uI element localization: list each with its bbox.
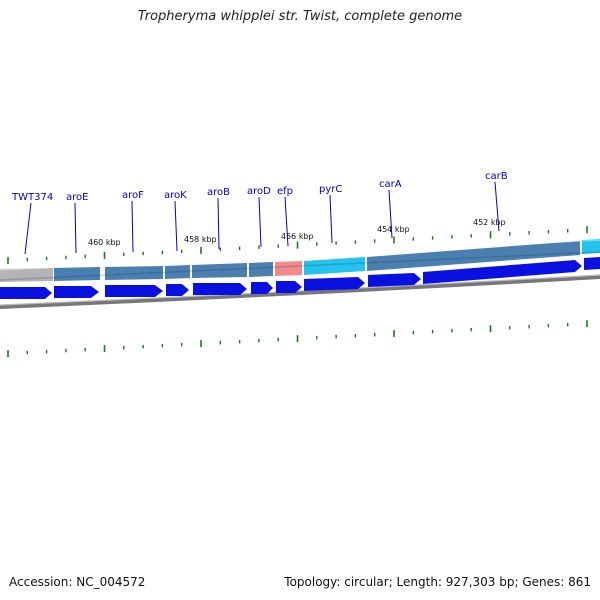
gene-label-pyrc[interactable]: pyrC: [319, 184, 342, 195]
feature-segment-arof[interactable]: [105, 266, 163, 280]
cds-arrow-arof[interactable]: [105, 285, 163, 297]
gene-label-carb-group[interactable]: carB: [485, 171, 508, 232]
gene-label-carb[interactable]: carB: [485, 171, 508, 182]
gene-leader-line: [24, 202, 32, 255]
cds-arrow-cara[interactable]: [368, 273, 421, 287]
gene-leader-line: [258, 196, 262, 248]
cds-arrow-carb[interactable]: [423, 260, 582, 284]
feature-track: [0, 239, 600, 282]
gene-label-arob[interactable]: aroB: [207, 187, 230, 198]
gene-label-arof-group[interactable]: aroF: [122, 190, 144, 253]
gene-label-cara[interactable]: carA: [379, 179, 402, 190]
feature-track-shadow: [0, 251, 600, 281]
gene-label-pyrc-group[interactable]: pyrC: [319, 184, 342, 244]
scale-label: 456 kbp: [281, 232, 314, 241]
gene-label-efp-group[interactable]: efp: [277, 186, 293, 247]
upper-tick-ruler: [7, 226, 588, 265]
genome-backbone: [0, 275, 600, 309]
scale-label: 454 kbp: [377, 225, 410, 234]
gene-leader-line: [284, 196, 289, 247]
cds-arrow-arod[interactable]: [251, 282, 273, 294]
gene-label-aroe-group[interactable]: aroE: [66, 192, 88, 254]
feature-segment-cara[interactable]: [367, 241, 580, 271]
gene-label-arok-group[interactable]: aroK: [164, 190, 187, 252]
gene-leader-line: [494, 181, 500, 232]
map-title: Tropheryma whipplei str. Twist, complete…: [137, 9, 463, 24]
gene-label-arok[interactable]: aroK: [164, 190, 187, 201]
cds-arrow-arob[interactable]: [193, 283, 247, 295]
genome-backbone-highlight: [0, 274, 600, 306]
topology-summary-text: Topology: circular; Length: 927,303 bp; …: [284, 575, 591, 589]
cds-arrow-pyrc[interactable]: [304, 277, 365, 291]
cds-arrow-efp[interactable]: [276, 281, 302, 293]
feature-segment-aroe[interactable]: [54, 267, 100, 281]
feature-segment-arod[interactable]: [249, 262, 273, 277]
cds-arrow-aroe[interactable]: [54, 286, 99, 298]
feature-segment-carb[interactable]: [582, 239, 600, 254]
cds-track: [0, 257, 600, 299]
gene-label-twt374[interactable]: TWT374: [11, 192, 53, 203]
cds-arrow-twt374[interactable]: [0, 287, 52, 299]
gene-label-cara-group[interactable]: carA: [379, 179, 402, 239]
lower-tick-ruler: [7, 320, 588, 358]
scale-label: 452 kbp: [473, 218, 506, 227]
cds-arrow-arok[interactable]: [166, 284, 189, 296]
gene-label-efp[interactable]: efp: [277, 186, 293, 197]
gene-label-arof[interactable]: aroF: [122, 190, 144, 201]
gene-label-arod[interactable]: aroD: [247, 186, 271, 197]
gene-leader-line: [74, 202, 77, 254]
cds-arrow-next[interactable]: [584, 257, 600, 270]
gene-leader-line: [329, 194, 333, 244]
gene-leader-line: [388, 189, 393, 239]
gene-label-twt374-group[interactable]: TWT374: [11, 192, 53, 255]
feature-segment-arob[interactable]: [192, 263, 247, 278]
gene-label-aroe[interactable]: aroE: [66, 192, 88, 203]
feature-segment-arok[interactable]: [165, 265, 190, 279]
scale-label: 460 kbp: [88, 238, 121, 247]
accession-text: Accession: NC_004572: [9, 575, 146, 589]
feature-segment-pyrc[interactable]: [304, 257, 365, 275]
feature-segment-twt374[interactable]: [0, 268, 53, 282]
gene-leader-line: [217, 197, 220, 250]
feature-track-highlight: [0, 239, 600, 271]
gene-label-arod-group[interactable]: aroD: [247, 186, 271, 248]
gene-leader-line: [174, 200, 178, 252]
feature-segment-efp[interactable]: [275, 261, 302, 276]
gene-label-arob-group[interactable]: aroB: [207, 187, 230, 250]
gene-leader-line: [131, 200, 134, 253]
scale-label: 458 kbp: [184, 235, 217, 244]
